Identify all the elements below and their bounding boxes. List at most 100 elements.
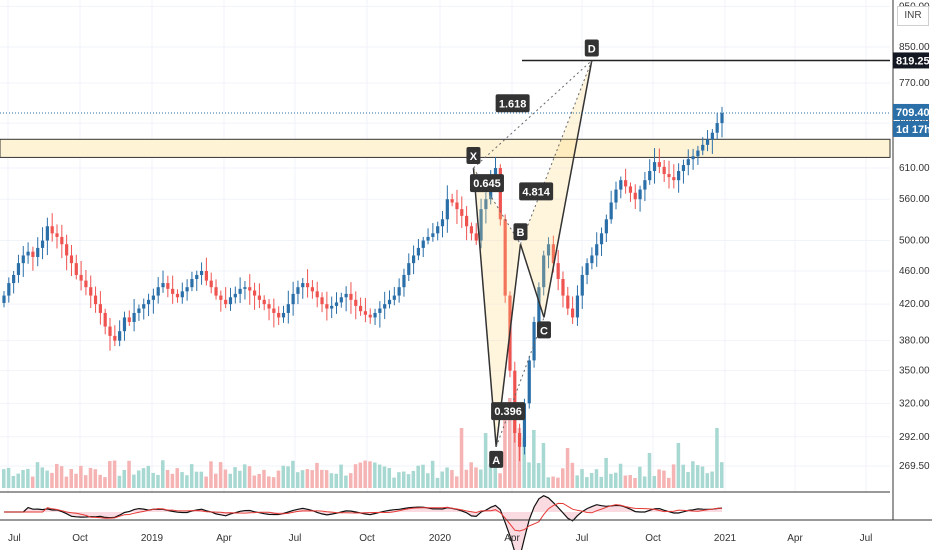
target-price-tag: 819.25 xyxy=(896,55,930,67)
candle-body xyxy=(151,295,155,300)
candle-body xyxy=(325,304,329,309)
ratio-label: 1.618 xyxy=(495,94,530,113)
candle-body xyxy=(513,370,517,434)
volume-bar xyxy=(11,475,16,488)
volume-bar xyxy=(271,477,276,488)
volume-bar xyxy=(59,466,64,488)
candle-body xyxy=(291,293,295,305)
candle-body xyxy=(243,287,247,289)
x-tick-label: Jul xyxy=(860,533,873,544)
candle-body xyxy=(7,283,11,296)
volume-bar xyxy=(483,433,488,488)
volume-bar xyxy=(599,476,604,488)
volume-bar xyxy=(609,473,613,488)
candle-body xyxy=(643,180,647,190)
y-tick-label: 269.50 xyxy=(899,461,930,472)
volume-bar xyxy=(214,473,218,488)
volume-bar xyxy=(560,468,565,488)
candle-body xyxy=(349,293,353,300)
candle-body xyxy=(185,287,189,292)
candle-body xyxy=(108,326,112,336)
candle-body xyxy=(296,287,300,294)
svg-text:C: C xyxy=(540,325,548,337)
volume-bar xyxy=(358,462,363,488)
x-tick-label: 2019 xyxy=(141,533,164,544)
volume-bar xyxy=(339,464,343,488)
candle-body xyxy=(411,255,416,264)
volume-bar xyxy=(170,473,175,488)
candle-body xyxy=(156,287,160,296)
volume-bar xyxy=(324,470,329,488)
candle-body xyxy=(281,312,286,318)
volume-bar xyxy=(377,464,382,488)
volume-bar xyxy=(575,475,579,488)
candle-body xyxy=(55,233,59,237)
volume-bar xyxy=(344,475,348,488)
volume-bar xyxy=(127,460,131,488)
volume-bar xyxy=(686,471,690,488)
volume-bar xyxy=(300,470,305,488)
volume-bar xyxy=(488,463,493,488)
target-price-tag-bg xyxy=(893,52,929,69)
candle-body xyxy=(31,251,35,257)
candle-body xyxy=(633,192,637,200)
candle-body xyxy=(383,304,387,309)
indicator-signal-line xyxy=(4,502,723,532)
candle-body xyxy=(672,177,676,181)
candle-body xyxy=(354,299,358,306)
candle-body xyxy=(373,312,377,318)
candle-body xyxy=(161,283,165,288)
candle-body xyxy=(166,283,170,289)
highlight-zone xyxy=(0,138,891,158)
volume-bar xyxy=(647,453,652,488)
candle-body xyxy=(397,287,401,296)
volume-bar xyxy=(633,477,637,488)
candle-body xyxy=(465,215,469,227)
volume-bar xyxy=(503,418,507,488)
volume-bar xyxy=(426,473,430,488)
candle-body xyxy=(585,263,589,275)
indicator-line xyxy=(4,495,723,550)
volume-bar xyxy=(459,428,464,488)
candle-body xyxy=(344,293,348,298)
volume-bar xyxy=(435,477,440,488)
candle-body xyxy=(542,255,546,288)
candle-body xyxy=(339,297,343,303)
volume-bar xyxy=(112,460,117,488)
volume-bar xyxy=(594,469,599,488)
candle-body xyxy=(113,335,117,341)
candle-body xyxy=(272,308,276,313)
y-tick-label: 770.00 xyxy=(899,78,930,89)
candle-body xyxy=(267,304,271,309)
candle-body xyxy=(233,293,237,298)
candle-body xyxy=(681,165,686,172)
volume-bar xyxy=(194,471,199,488)
volume-bar xyxy=(132,474,136,488)
volume-bar xyxy=(161,460,165,488)
volume-bar xyxy=(295,472,300,488)
volume-bar xyxy=(69,469,73,488)
x-tick-label: 2021 xyxy=(714,533,737,544)
y-tick-label: 292.00 xyxy=(899,432,930,443)
candle-body xyxy=(368,314,372,318)
x-tick-label: Jul xyxy=(289,533,302,544)
x-tick-label: Apr xyxy=(216,533,232,544)
candle-body xyxy=(691,156,695,160)
candle-body xyxy=(21,255,25,264)
y-tick-label: 380.00 xyxy=(899,336,930,347)
volume-bar xyxy=(387,468,392,488)
x-tick-label: Apr xyxy=(787,533,803,544)
volume-bar xyxy=(122,470,126,488)
candle-body xyxy=(69,255,74,264)
candle-body xyxy=(277,312,281,318)
volume-bar xyxy=(315,462,319,488)
candle-body xyxy=(36,247,40,257)
volume-bar xyxy=(715,428,719,488)
volume-bar xyxy=(512,410,517,488)
candle-body xyxy=(137,308,141,313)
volume-bar xyxy=(320,469,324,488)
volume-bar xyxy=(406,474,411,488)
volume-bar xyxy=(450,470,454,488)
candle-body xyxy=(45,226,49,241)
